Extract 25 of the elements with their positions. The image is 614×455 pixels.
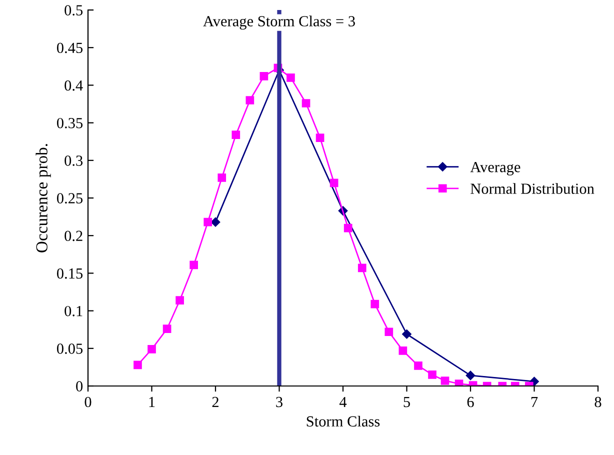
y-tick-label: 0.1 (64, 306, 82, 316)
x-tick-label: 3 (276, 396, 282, 408)
y-axis-title: Occurence prob. (36, 144, 51, 252)
y-tick-label: 0.15 (56, 268, 83, 279)
y-tick-label: 0.25 (56, 193, 83, 204)
legend-label: Average (470, 162, 520, 176)
x-tick-label: 4 (339, 396, 347, 408)
x-tick-label: 1 (149, 396, 155, 408)
x-tick-label: 8 (594, 396, 602, 408)
x-tick-label: 5 (404, 397, 410, 408)
ref-line-label: Average Storm Class = 3 (203, 16, 355, 30)
x-tick-label: 2 (212, 396, 218, 408)
y-tick-label: 0.2 (64, 230, 82, 242)
legend-label: Normal Distribution (470, 183, 594, 194)
x-tick-label: 0 (84, 396, 92, 408)
x-tick-label: 7 (531, 397, 538, 408)
y-tick-label: 0.3 (64, 156, 83, 166)
y-tick-label: 0.35 (56, 118, 83, 128)
y-tick-label: 0.5 (64, 5, 83, 16)
x-tick-label: 6 (467, 396, 474, 408)
y-tick-label: 0.4 (64, 80, 83, 91)
y-tick-label: 0 (76, 381, 83, 392)
x-axis-title: Storm Class (306, 416, 380, 427)
y-tick-label: 0.45 (56, 42, 83, 54)
y-tick-label: 0.05 (56, 344, 83, 354)
